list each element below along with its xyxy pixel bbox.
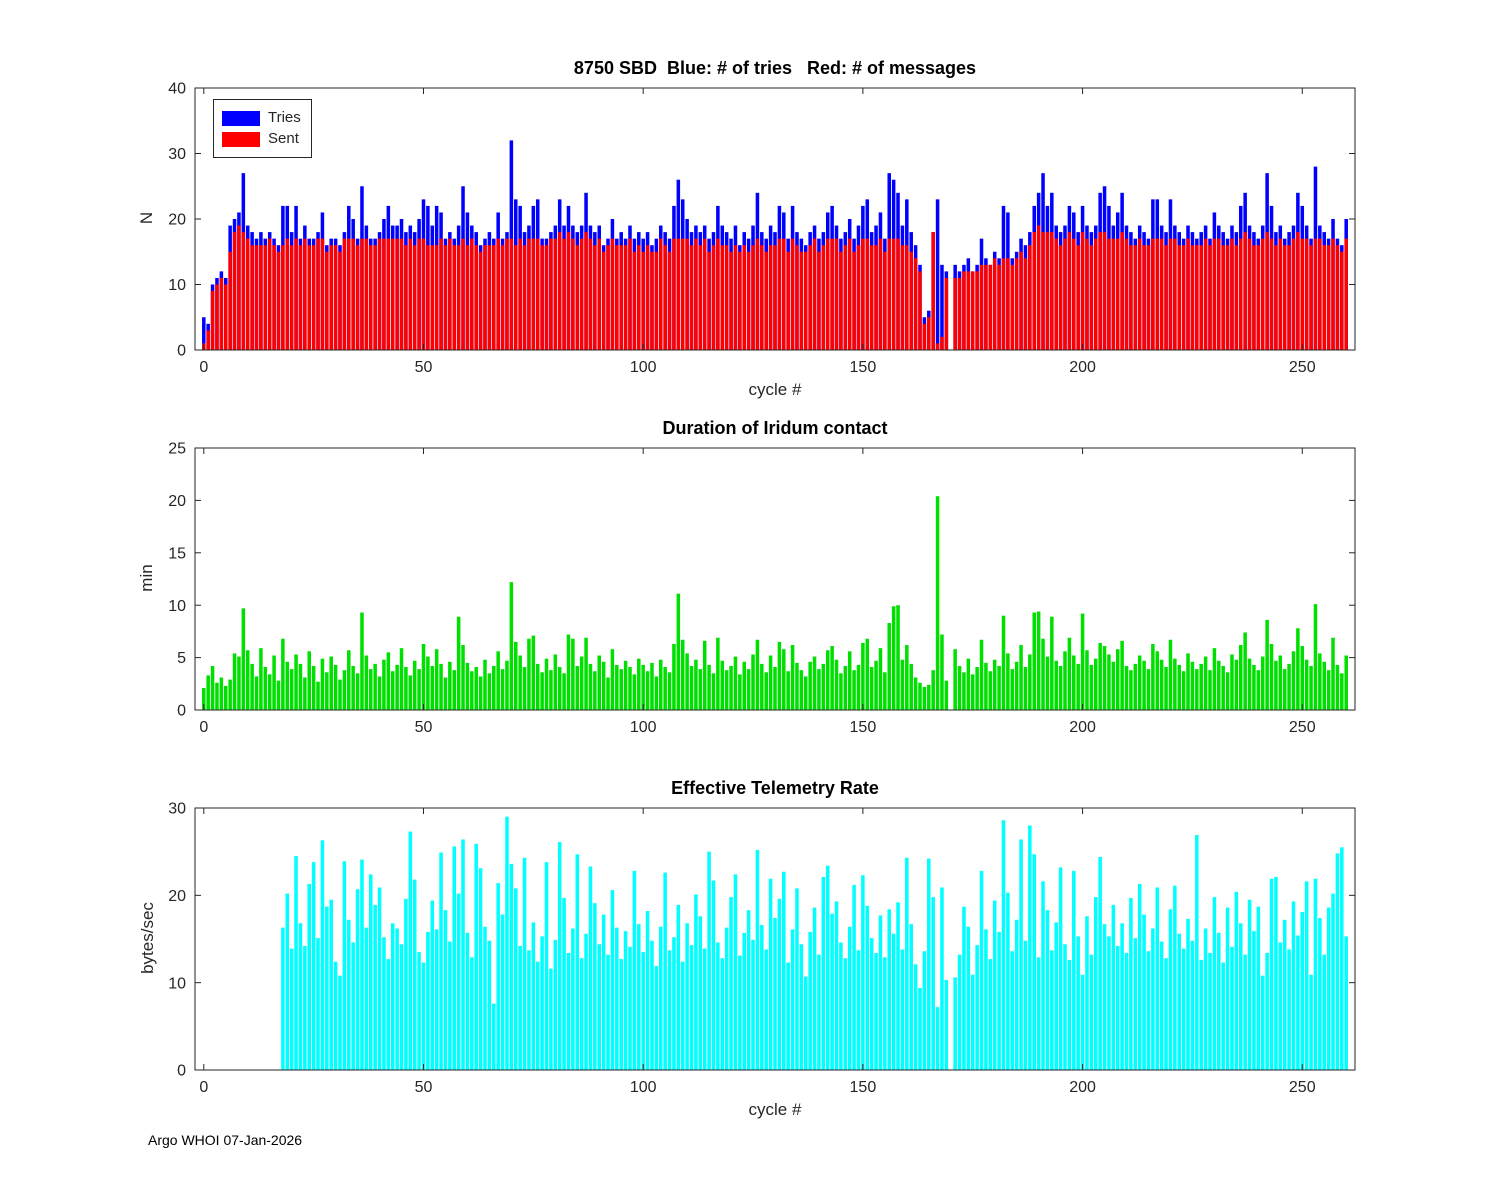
svg-text:10: 10: [168, 277, 186, 294]
legend-item-sent: Sent: [222, 130, 301, 148]
svg-text:100: 100: [630, 719, 657, 736]
svg-text:10: 10: [168, 975, 186, 992]
svg-text:50: 50: [415, 359, 433, 376]
svg-text:0: 0: [199, 1079, 208, 1096]
sent-swatch: [222, 131, 260, 147]
legend-item-tries: Tries: [222, 109, 301, 127]
svg-text:25: 25: [168, 441, 186, 458]
footer-text: Argo WHOI 07-Jan-2026: [148, 1132, 303, 1148]
svg-text:150: 150: [850, 1079, 877, 1096]
svg-text:20: 20: [168, 212, 186, 229]
svg-text:0: 0: [177, 703, 186, 720]
svg-text:20: 20: [168, 493, 186, 510]
svg-text:40: 40: [168, 81, 186, 98]
svg-text:20: 20: [168, 888, 186, 905]
svg-text:50: 50: [415, 1079, 433, 1096]
svg-text:150: 150: [850, 359, 877, 376]
svg-text:50: 50: [415, 719, 433, 736]
svg-text:0: 0: [199, 719, 208, 736]
svg-text:200: 200: [1069, 719, 1096, 736]
svg-text:5: 5: [177, 650, 186, 667]
chart1-ylabel: N: [137, 211, 156, 225]
svg-text:0: 0: [177, 1063, 186, 1080]
svg-text:0: 0: [177, 343, 186, 360]
svg-text:250: 250: [1289, 1079, 1316, 1096]
svg-text:250: 250: [1289, 719, 1316, 736]
svg-text:30: 30: [168, 801, 186, 818]
chart1-legend: Tries Sent: [213, 99, 312, 158]
chart1-xlabel: cycle #: [748, 380, 802, 399]
chart1-title: 8750 SBD Blue: # of tries Red: # of mess…: [573, 58, 977, 78]
svg-text:100: 100: [630, 359, 657, 376]
tries-swatch: [222, 110, 260, 126]
svg-text:30: 30: [168, 146, 186, 163]
svg-text:200: 200: [1069, 1079, 1096, 1096]
svg-text:250: 250: [1289, 359, 1316, 376]
chart3-xlabel: cycle #: [748, 1100, 802, 1119]
svg-text:200: 200: [1069, 359, 1096, 376]
chart3-title: Effective Telemetry Rate: [671, 778, 879, 798]
sent-label: Sent: [268, 130, 299, 147]
svg-text:0: 0: [199, 359, 208, 376]
svg-text:15: 15: [168, 545, 186, 562]
chart3-ylabel: bytes/sec: [138, 902, 157, 974]
svg-text:150: 150: [850, 719, 877, 736]
tries-label: Tries: [268, 109, 301, 126]
svg-text:100: 100: [630, 1079, 657, 1096]
chart2-title: Duration of Iridum contact: [662, 418, 888, 438]
chart2-ylabel: min: [137, 564, 156, 592]
svg-text:10: 10: [168, 598, 186, 615]
